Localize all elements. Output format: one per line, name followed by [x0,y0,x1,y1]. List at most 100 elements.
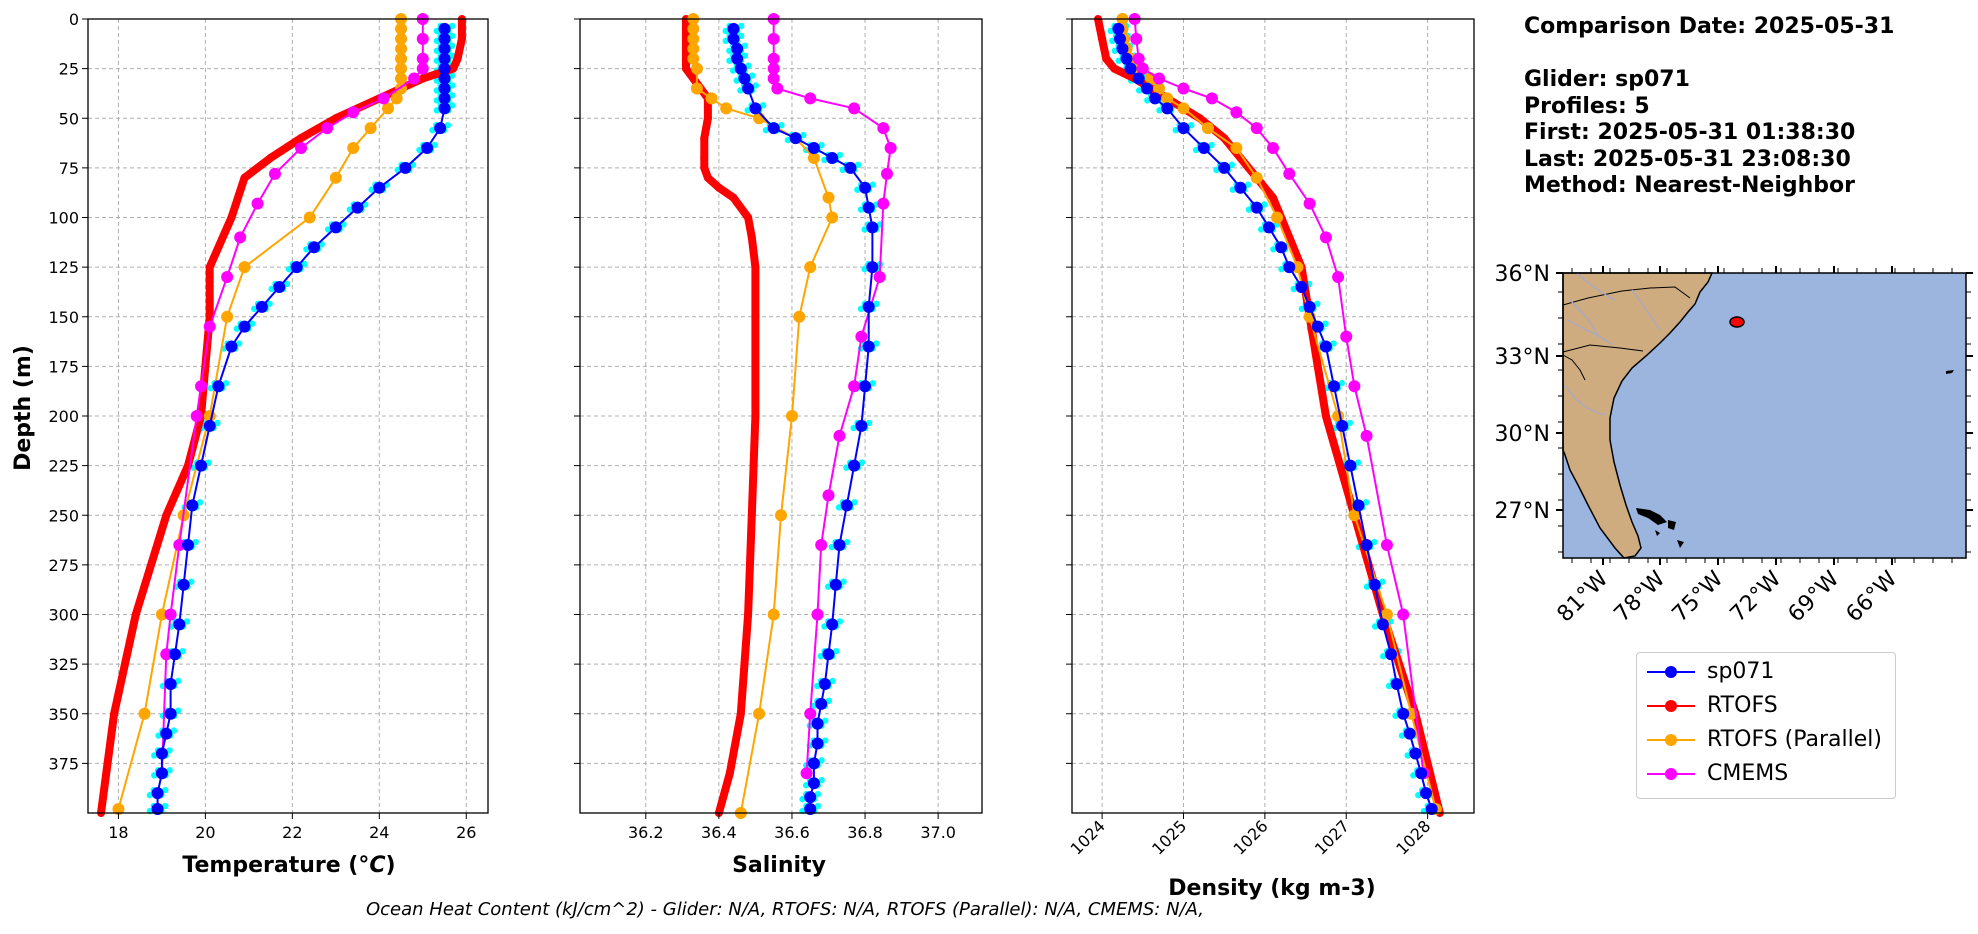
axes-frame [579,18,983,814]
method: Method: Nearest-Neighbor [1524,173,1855,198]
data-point [1348,380,1361,393]
data-point [364,122,377,135]
data-point [395,72,408,85]
data-point [438,102,451,115]
data-point [238,261,251,274]
y-tick-label: 100 [48,209,79,228]
raw-glider-point [1346,419,1354,427]
data-point [1319,340,1332,353]
data-point [744,610,753,619]
x-tick-label: 1028 [1392,816,1434,858]
raw-glider-point [850,424,857,432]
y-tick-label: 175 [48,357,79,376]
data-point [785,410,798,422]
data-point [734,62,747,75]
data-point [377,92,390,105]
data-point [1140,82,1153,95]
salinity-xlabel: Salinity [732,853,826,878]
data-point [1120,52,1133,65]
raw-glider-point [233,325,241,332]
data-point [767,32,780,45]
data-point [747,511,756,520]
data-point [390,92,403,105]
data-point [1380,539,1393,552]
raw-glider-point [251,305,258,313]
raw-glider-point [1270,246,1277,253]
raw-glider-point [861,265,868,273]
raw-glider-point [166,747,173,754]
data-point [1177,82,1190,95]
data-point [687,32,700,45]
y-tick-label: 25 [59,60,79,79]
density-xlabel: Density (kg m-3) [1168,876,1376,901]
data-point [438,42,451,55]
data-point [186,499,199,512]
density-panel: 1024 1025 1026 1027 1028 [1066,13,1475,859]
data-point [703,114,712,123]
raw-glider-point [1107,27,1114,35]
data-point [1283,261,1296,274]
data-point [793,310,806,323]
data-point [395,32,408,45]
raw-glider-point [836,151,844,159]
data-point [1419,787,1432,800]
data-point [1250,171,1263,184]
data-point [742,82,755,95]
data-point [225,340,238,353]
data-point [155,767,168,780]
raw-glider-point [1354,459,1362,466]
data-point [416,62,429,75]
raw-glider-point [865,419,873,427]
data-point [203,320,216,333]
data-point [826,618,839,631]
raw-glider-point [1290,285,1297,293]
x-tick-label: 36.6 [774,823,810,842]
data-point [1197,142,1210,155]
data-point [321,122,334,135]
data-point [303,211,316,224]
data-point [804,803,817,816]
data-point [1303,300,1316,313]
raw-glider-point [840,578,847,585]
profile-count: Profiles: 5 [1524,93,1650,119]
raw-glider-point [814,790,822,798]
data-point [1303,197,1316,210]
data-point [800,767,813,780]
raw-glider-point [857,305,865,313]
map-lon-label: 81°W [1553,566,1614,627]
data-point [862,201,875,214]
x-tick-label: 36.2 [628,823,664,842]
ohc-footer: Ocean Heat Content (kJ/cm^2) - Glider: N… [0,899,1978,920]
raw-glider-point [170,727,178,734]
data-point [700,163,709,172]
raw-glider-point [1371,623,1379,630]
y-tick-label: 375 [48,754,79,773]
series-line-rtofs-parallel- [1121,19,1437,810]
data-point [804,261,817,274]
raw-glider-point [1392,712,1399,719]
x-tick-label: 1027 [1311,816,1353,858]
raw-glider-point [449,32,456,40]
glider-position-marker [1729,316,1745,328]
raw-glider-point [814,802,822,810]
data-point [112,803,125,816]
data-point [1250,201,1263,214]
data-point [1234,181,1247,194]
data-point [703,173,712,182]
raw-glider-point [433,47,441,54]
data-point [160,727,173,740]
data-point [160,648,173,661]
raw-glider-point [162,802,169,810]
raw-glider-point [745,62,752,69]
data-point [308,241,321,254]
data-point [1328,380,1341,393]
data-point [767,72,780,85]
data-point [862,340,875,353]
location-map: 36°N 33°N 30°N 27°N 81°W78°W75°W72°W69°W66°W [1495,262,1973,627]
data-point [438,22,451,35]
data-point [1177,122,1190,135]
data-point [173,539,186,552]
data-point [138,707,151,720]
map-lon-label: 66°W [1842,566,1903,627]
y-tick-label: 300 [48,606,79,625]
